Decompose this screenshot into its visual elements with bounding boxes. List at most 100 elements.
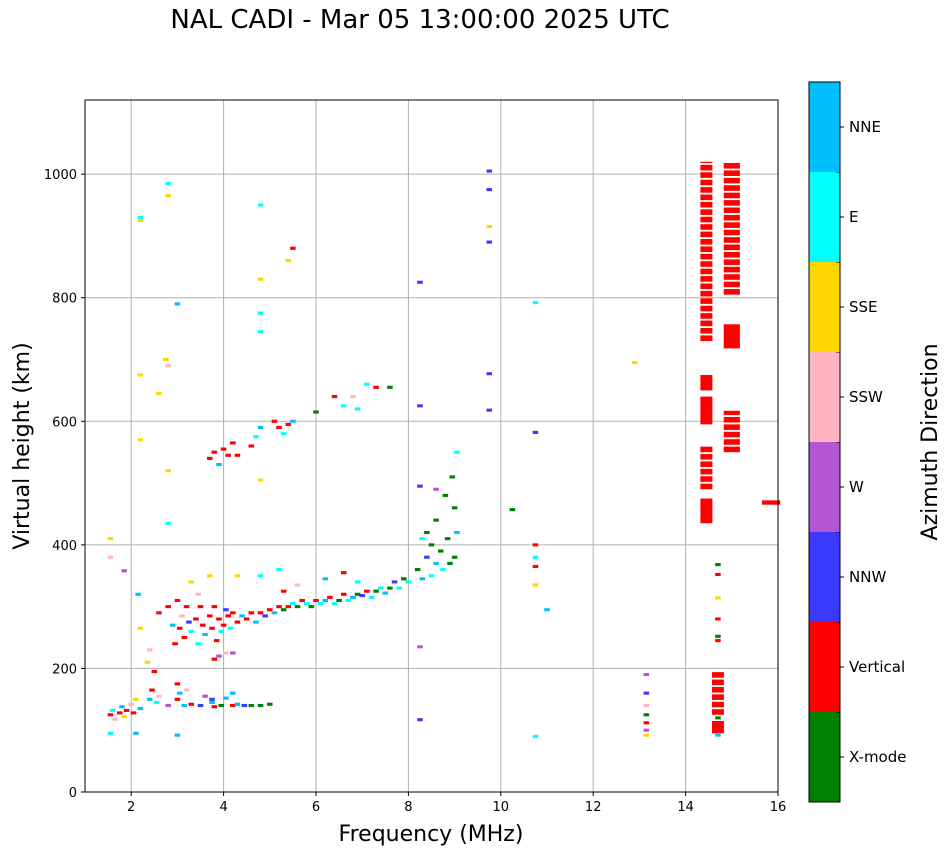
colorbar-swatch-sse xyxy=(809,262,840,352)
data-point-vertical xyxy=(373,385,379,389)
data-point-e xyxy=(364,382,370,386)
data-point-ssw xyxy=(183,688,190,692)
data-span-segment xyxy=(723,222,740,228)
data-point-vertical xyxy=(285,605,292,609)
data-point-nne xyxy=(202,632,208,636)
data-point-sse xyxy=(137,626,144,630)
data-point-x-mode xyxy=(428,543,435,547)
data-point-e xyxy=(532,301,539,305)
data-span-segment xyxy=(700,320,713,327)
data-point-vertical xyxy=(715,639,721,643)
data-span-segment xyxy=(723,192,740,199)
data-point-vertical xyxy=(107,713,114,717)
data-point-nne xyxy=(174,733,181,737)
data-point-e xyxy=(354,580,361,584)
data-point-nne xyxy=(119,705,125,709)
data-point-ssw xyxy=(643,703,650,708)
data-point-sse xyxy=(257,277,264,281)
data-point-x-mode xyxy=(451,555,458,559)
data-point-e xyxy=(218,629,225,633)
data-point-e xyxy=(419,537,426,541)
y-tick-label: 400 xyxy=(52,539,77,554)
data-span-segment xyxy=(700,187,713,193)
colorbar-tick-label: X-mode xyxy=(849,748,906,766)
data-point-ssw xyxy=(156,694,162,698)
data-point-vertical xyxy=(116,711,123,715)
data-span-segment xyxy=(711,686,724,693)
data-point-nne xyxy=(146,697,153,701)
data-point-ssw xyxy=(350,395,356,399)
data-point-e xyxy=(317,602,324,606)
data-span-segment xyxy=(700,446,713,453)
data-point-nnw xyxy=(486,169,493,173)
data-span xyxy=(700,498,713,524)
grid xyxy=(85,100,779,793)
x-tick-label: 10 xyxy=(493,800,510,815)
data-point-nne xyxy=(216,462,222,467)
data-point-vertical xyxy=(156,611,162,615)
data-span-segment xyxy=(700,468,713,475)
data-span-segment xyxy=(700,454,713,460)
data-point-vertical xyxy=(643,721,650,725)
data-point-x-mode xyxy=(715,716,721,720)
data-span-segment xyxy=(723,170,740,176)
data-span-segment xyxy=(723,237,740,243)
data-point-e xyxy=(290,602,296,606)
data-point-e xyxy=(137,215,144,219)
colorbar-swatch-w xyxy=(809,442,840,532)
data-point-sse xyxy=(165,194,171,198)
data-point-vertical xyxy=(230,611,236,615)
data-point-x-mode xyxy=(248,703,255,708)
data-point-e xyxy=(368,595,375,599)
data-point-ssw xyxy=(294,583,301,587)
data-point-sse xyxy=(156,391,162,396)
data-point-x-mode xyxy=(267,702,273,706)
data-point-vertical xyxy=(188,702,195,706)
data-point-vertical xyxy=(271,419,278,423)
data-span-segment xyxy=(700,164,713,171)
data-point-nne xyxy=(544,608,550,612)
colorbar-swatch-vertical xyxy=(809,622,840,712)
data-point-vertical xyxy=(200,623,206,627)
colorbar-tick-label: W xyxy=(849,478,864,496)
data-point-nnw xyxy=(359,593,365,598)
data-point-nne xyxy=(271,611,278,615)
data-point-x-mode xyxy=(451,506,458,510)
data-point-e xyxy=(280,432,287,436)
data-point-nnw xyxy=(424,555,430,559)
data-span-segment xyxy=(700,194,713,201)
data-point-vertical xyxy=(225,453,231,457)
data-span-segment xyxy=(711,701,724,708)
data-point-e xyxy=(396,586,402,590)
data-point-e xyxy=(109,708,116,712)
data-span-segment xyxy=(700,246,713,252)
data-point-nne xyxy=(133,731,139,735)
data-point-w xyxy=(121,569,128,573)
data-point-ssw xyxy=(128,702,134,706)
colorbar-tick-label: SSE xyxy=(849,298,878,316)
data-point-e xyxy=(257,330,264,334)
data-point-vertical xyxy=(220,447,227,451)
data-point-nne xyxy=(135,592,141,596)
data-point-sse xyxy=(137,218,144,223)
data-point-sse xyxy=(137,373,144,377)
data-point-ssw xyxy=(165,364,171,368)
data-point-nne xyxy=(322,577,329,581)
colorbar-swatch-ssw xyxy=(809,352,840,442)
data-span-segment xyxy=(700,239,713,245)
data-span-segment xyxy=(700,327,713,334)
data-span-segment xyxy=(723,410,740,416)
data-point-e xyxy=(428,574,435,578)
data-point-x-mode xyxy=(218,703,225,708)
data-span-segment xyxy=(700,231,713,238)
data-point-w xyxy=(202,694,208,698)
data-point-vertical xyxy=(123,708,130,712)
data-point-x-mode xyxy=(449,475,456,479)
data-point-nne xyxy=(382,591,389,595)
data-span-segment xyxy=(723,163,740,169)
data-point-vertical xyxy=(183,605,190,609)
data-point-w xyxy=(230,651,236,655)
data-span-segment xyxy=(700,201,713,208)
colorbar-swatch-nne xyxy=(809,82,840,172)
